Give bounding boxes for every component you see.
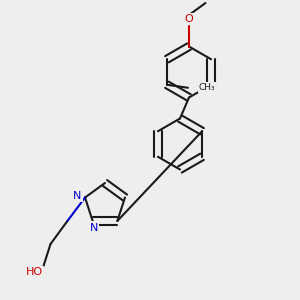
Text: N: N	[90, 223, 98, 232]
Text: CH₃: CH₃	[198, 83, 215, 92]
Text: N: N	[73, 191, 82, 201]
Text: O: O	[184, 14, 194, 24]
Text: HO: HO	[26, 267, 43, 277]
